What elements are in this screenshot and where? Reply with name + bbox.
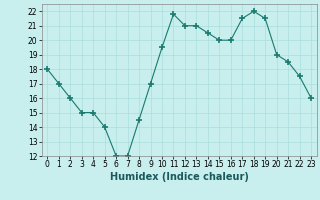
X-axis label: Humidex (Indice chaleur): Humidex (Indice chaleur) — [110, 172, 249, 182]
